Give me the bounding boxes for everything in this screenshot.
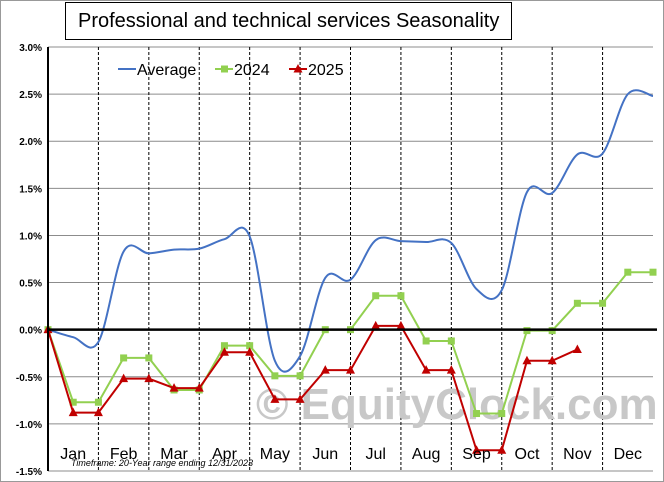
data-point-2025 bbox=[572, 344, 582, 353]
x-tick-label: Nov bbox=[563, 446, 591, 463]
data-point-2025 bbox=[446, 365, 456, 374]
timeframe-note: Timeframe: 20-Year range ending 12/31/20… bbox=[71, 458, 253, 468]
data-point-2024 bbox=[498, 410, 506, 418]
data-point-2025 bbox=[320, 365, 330, 374]
x-tick-label: Feb bbox=[110, 446, 138, 463]
legend-marker bbox=[221, 65, 228, 73]
x-tick-label: Dec bbox=[614, 446, 642, 463]
legend-marker bbox=[293, 64, 303, 73]
data-point-2025 bbox=[93, 407, 103, 417]
y-tick-label: 2.5% bbox=[19, 90, 42, 101]
y-tick-label: -1.5% bbox=[16, 467, 42, 478]
data-point-2025 bbox=[119, 373, 129, 383]
x-tick-label: Apr bbox=[212, 446, 238, 463]
chart-title: Professional and technical services Seas… bbox=[65, 2, 513, 40]
data-point-2024 bbox=[397, 292, 405, 300]
data-point-2024 bbox=[573, 299, 581, 307]
y-tick-label: -1.0% bbox=[16, 420, 42, 431]
data-point-2025 bbox=[270, 394, 280, 403]
y-tick-label: 1.0% bbox=[19, 231, 42, 242]
x-tick-label: May bbox=[260, 446, 290, 463]
data-point-2025 bbox=[295, 394, 305, 403]
data-point-2024 bbox=[372, 292, 380, 300]
data-point-2024 bbox=[473, 410, 481, 418]
data-point-2025 bbox=[194, 383, 204, 392]
data-point-2024 bbox=[94, 398, 102, 406]
data-point-2024 bbox=[271, 372, 279, 380]
y-tick-label: 0.5% bbox=[19, 279, 42, 290]
x-tick-label: Sep bbox=[462, 446, 491, 463]
x-tick-label: Jul bbox=[365, 446, 385, 463]
data-point-2024 bbox=[422, 337, 430, 345]
data-point-2025 bbox=[396, 320, 406, 330]
legend-label: Average bbox=[137, 62, 196, 79]
data-point-2025 bbox=[169, 383, 179, 392]
data-point-2025 bbox=[472, 445, 482, 454]
data-point-2024 bbox=[624, 268, 632, 276]
data-point-2025 bbox=[421, 365, 431, 374]
x-tick-label: Jan bbox=[60, 446, 86, 463]
x-tick-label: Aug bbox=[412, 446, 440, 463]
x-tick-label: Jun bbox=[312, 446, 338, 463]
data-point-2025 bbox=[522, 355, 532, 365]
x-tick-label: Mar bbox=[160, 446, 188, 463]
data-point-2024 bbox=[220, 342, 228, 350]
y-tick-label: -0.5% bbox=[16, 373, 42, 384]
legend: Average 2024 2025 bbox=[118, 62, 344, 79]
data-point-2025 bbox=[245, 347, 255, 356]
data-point-2025 bbox=[346, 365, 355, 374]
series-line-2025 bbox=[47, 324, 578, 452]
x-tick-label: Oct bbox=[515, 446, 540, 463]
legend-label: 2025 bbox=[308, 62, 344, 79]
data-point-2025 bbox=[547, 355, 557, 365]
series-line-average bbox=[47, 89, 654, 373]
data-point-2024 bbox=[649, 268, 657, 276]
data-point-2025 bbox=[219, 347, 229, 356]
data-point-2025 bbox=[144, 373, 154, 383]
data-point-2024 bbox=[296, 372, 304, 380]
data-point-2024 bbox=[246, 342, 254, 350]
legend-label: 2024 bbox=[234, 62, 270, 79]
y-tick-label: 1.5% bbox=[19, 184, 42, 195]
y-tick-label: 3.0% bbox=[19, 43, 42, 54]
data-point-2024 bbox=[447, 337, 455, 345]
data-point-2025 bbox=[68, 407, 78, 417]
y-tick-label: 0.0% bbox=[19, 326, 42, 337]
data-point-2024 bbox=[145, 354, 153, 362]
data-point-2025 bbox=[497, 445, 507, 454]
y-tick-label: 2.0% bbox=[19, 137, 42, 148]
data-point-2024 bbox=[69, 398, 77, 406]
data-point-2024 bbox=[599, 299, 607, 307]
data-point-2024 bbox=[120, 354, 128, 362]
data-point-2025 bbox=[371, 320, 381, 330]
